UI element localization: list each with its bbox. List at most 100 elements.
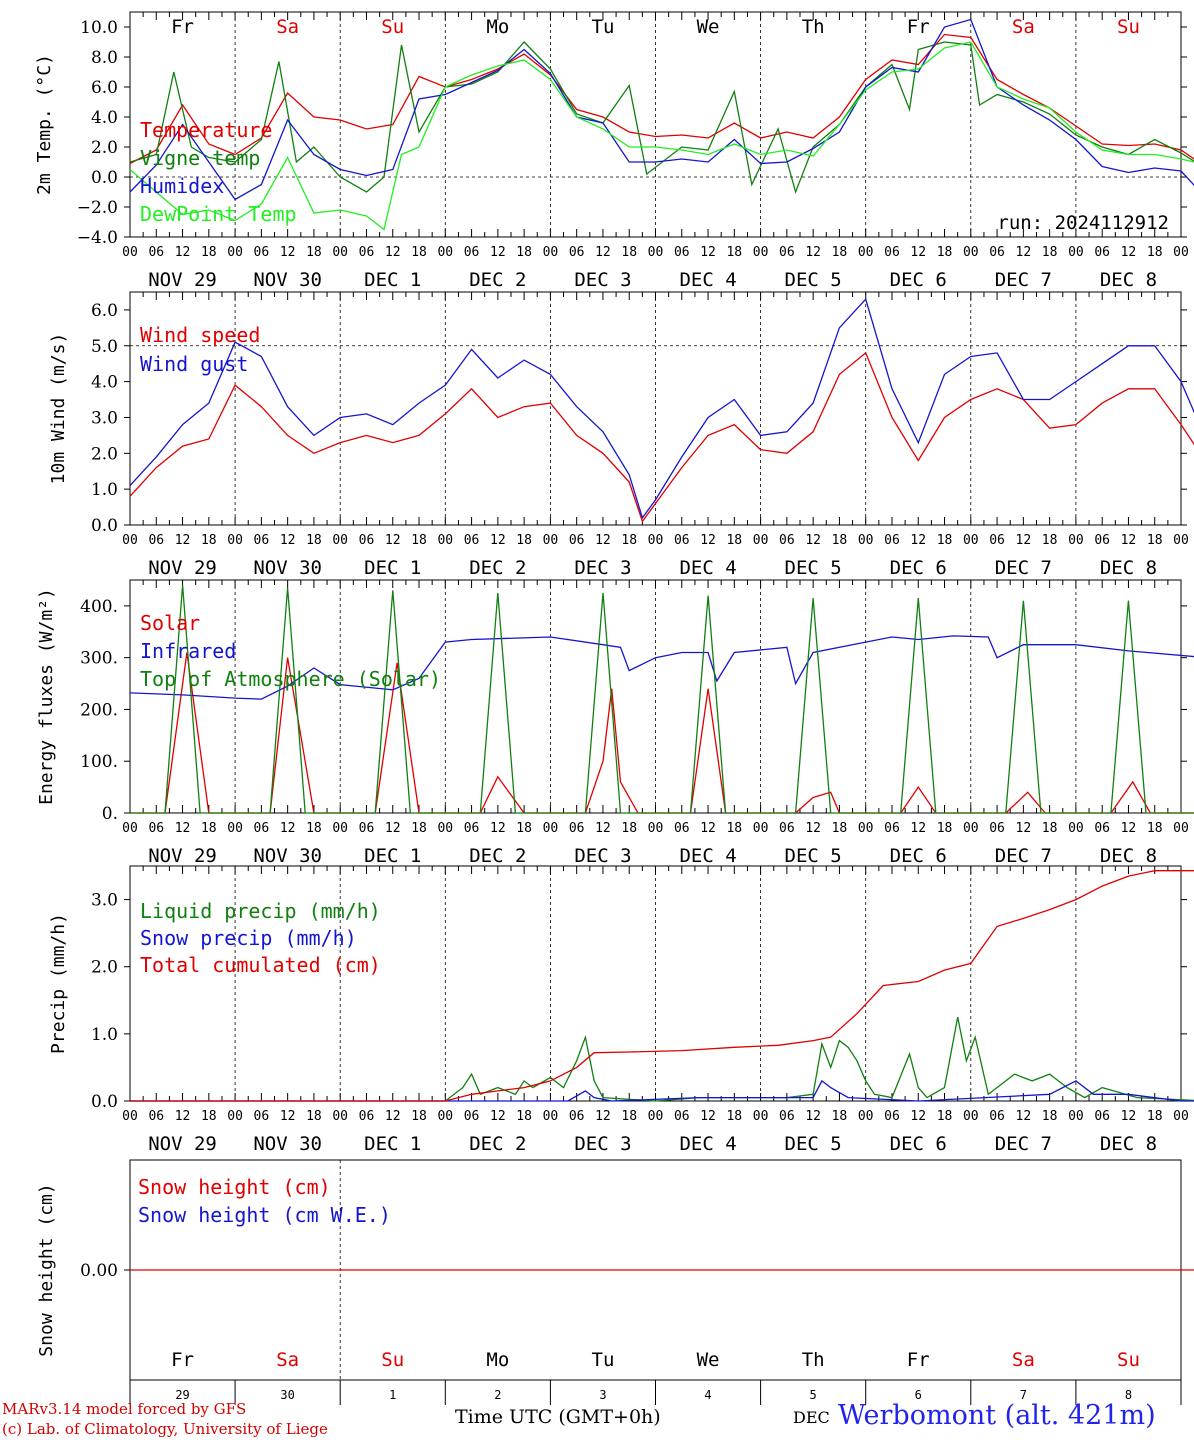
hour-tick-label: 18 (516, 245, 532, 260)
hour-tick-label: 12 (490, 821, 506, 836)
date-label: NOV 30 (253, 557, 322, 579)
day-name: Fr (171, 1349, 194, 1371)
hour-tick-label: 06 (254, 245, 270, 260)
day-name: Su (381, 1349, 404, 1371)
hour-tick-label: 12 (280, 245, 296, 260)
hour-tick-label: 18 (306, 1109, 322, 1124)
hour-tick-label: 00 (543, 533, 559, 548)
hour-tick-label: 18 (1042, 821, 1058, 836)
hour-tick-label: 12 (805, 245, 821, 260)
date-label: DEC 6 (890, 845, 947, 867)
hour-tick-label: 06 (569, 533, 585, 548)
legend-entry: Snow height (cm W.E.) (138, 1203, 391, 1227)
day-name: Sa (276, 1349, 299, 1371)
hour-tick-label: 06 (1094, 821, 1110, 836)
y-axis-title: Snow height (cm) (36, 1183, 57, 1356)
hour-tick-label: 18 (411, 821, 427, 836)
day-name: Su (1117, 1349, 1140, 1371)
day-name: Mo (486, 1349, 509, 1371)
y-axis-title: Precip (mm/h) (48, 913, 69, 1054)
hour-tick-label: 12 (280, 533, 296, 548)
x-axis-title: Time UTC (GMT+0h) (455, 1406, 661, 1428)
y-tick-label: 4.0 (91, 373, 118, 393)
hour-tick-label: 00 (122, 245, 138, 260)
hour-tick-label: 06 (989, 821, 1005, 836)
hour-tick-label: 12 (700, 1109, 716, 1124)
day-name: Th (802, 1349, 825, 1371)
date-label: DEC 2 (469, 269, 526, 291)
hour-tick-label: 06 (989, 533, 1005, 548)
hour-tick-label: 00 (437, 821, 453, 836)
y-tick-label: 100. (80, 752, 118, 772)
y-tick-label: 8.0 (91, 48, 118, 68)
hour-tick-label: 12 (1016, 1109, 1032, 1124)
hour-tick-label: 18 (1042, 533, 1058, 548)
hour-tick-label: 18 (726, 533, 742, 548)
day-name: Su (1117, 16, 1140, 38)
hour-tick-label: 06 (464, 245, 480, 260)
hour-tick-label: 00 (753, 533, 769, 548)
day-name: Tu (592, 16, 615, 38)
hour-tick-label: 12 (490, 1109, 506, 1124)
hour-tick-label: 00 (1068, 1109, 1084, 1124)
y-tick-label: 1.0 (91, 480, 118, 500)
legend-entry: DewPoint Temp (140, 202, 297, 226)
hour-tick-label: 00 (1173, 821, 1189, 836)
hour-tick-label: 00 (332, 1109, 348, 1124)
date-label: DEC 8 (1100, 1133, 1157, 1155)
day-name: Fr (907, 16, 930, 38)
hour-tick-label: 12 (910, 1109, 926, 1124)
hour-tick-label: 18 (621, 1109, 637, 1124)
hour-tick-label: 12 (175, 245, 191, 260)
hour-tick-label: 06 (1094, 245, 1110, 260)
legend-entry: Infrared (140, 639, 236, 663)
hour-tick-label: 12 (1016, 245, 1032, 260)
legend-entry: Top of Atmosphere (Solar) (140, 667, 441, 691)
hour-tick-label: 00 (858, 533, 874, 548)
hour-tick-label: 18 (937, 245, 953, 260)
hour-tick-label: 12 (805, 1109, 821, 1124)
hour-tick-label: 18 (1147, 821, 1163, 836)
date-label: DEC 1 (364, 1133, 421, 1155)
day-name: Fr (907, 1349, 930, 1371)
hour-tick-label: 00 (227, 245, 243, 260)
hour-tick-label: 00 (437, 245, 453, 260)
date-label: DEC 2 (469, 1133, 526, 1155)
hour-tick-label: 12 (1016, 821, 1032, 836)
hour-tick-label: 18 (306, 821, 322, 836)
y-tick-label: −2.0 (77, 198, 118, 218)
hour-tick-label: 12 (1121, 245, 1137, 260)
day-name: Sa (1012, 16, 1035, 38)
hour-tick-label: 12 (700, 245, 716, 260)
hour-tick-label: 00 (543, 245, 559, 260)
day-number: 7 (1020, 1388, 1027, 1402)
run-annotation: run: 2024112912 (997, 212, 1169, 234)
y-tick-label: 400. (80, 597, 118, 617)
y-tick-label: 2.0 (91, 138, 118, 158)
date-label: NOV 30 (253, 1133, 322, 1155)
date-label: DEC 4 (679, 1133, 736, 1155)
hour-tick-label: 12 (385, 1109, 401, 1124)
hour-tick-label: 12 (175, 821, 191, 836)
legend-entry: Total cumulated (cm) (140, 953, 381, 977)
month-label: DEC (793, 1408, 830, 1427)
day-name: Sa (276, 16, 299, 38)
y-tick-label: 4.0 (91, 108, 118, 128)
date-label: DEC 3 (574, 269, 631, 291)
hour-tick-label: 12 (910, 821, 926, 836)
day-number: 6 (915, 1388, 922, 1402)
hour-tick-label: 12 (1016, 533, 1032, 548)
hour-tick-label: 00 (543, 821, 559, 836)
hour-tick-label: 00 (227, 821, 243, 836)
day-number: 4 (704, 1388, 711, 1402)
series-line (129, 18, 1194, 201)
date-label: DEC 7 (995, 269, 1052, 291)
y-tick-label: 10.0 (80, 18, 118, 38)
hour-tick-label: 12 (595, 1109, 611, 1124)
y-tick-label: 0.0 (91, 168, 118, 188)
date-label: DEC 8 (1100, 269, 1157, 291)
series-line (130, 585, 1194, 814)
hour-tick-label: 06 (569, 821, 585, 836)
hour-tick-label: 00 (437, 533, 453, 548)
hour-tick-label: 06 (359, 245, 375, 260)
